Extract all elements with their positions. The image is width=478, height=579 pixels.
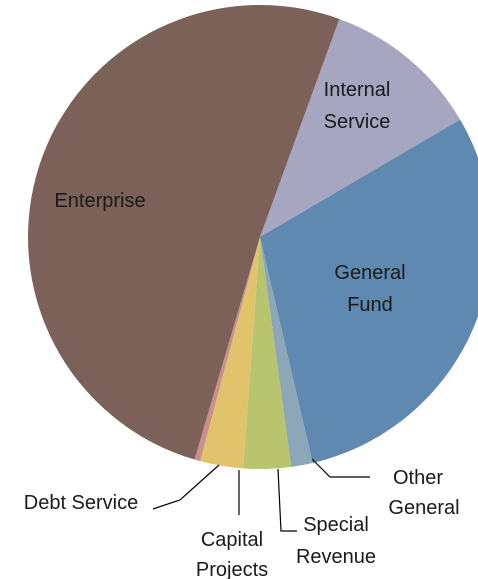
label-special-revenue-line2: Revenue [296,546,376,568]
label-general-fund-line1: General [334,262,405,284]
label-internal-service-line1: Internal [324,79,391,101]
pie-slice-internal-service [260,18,461,237]
label-general-fund-line2: Fund [347,294,393,316]
pie-slice-capital-projects [200,237,260,469]
label-internal-service-line2: Service [324,111,391,133]
pie-slice-general-fund [260,119,478,463]
label-capital-projects-line1: Capital [201,529,263,551]
label-debt-service: Debt Service [24,492,139,514]
pie-slice-enterprise [27,4,340,460]
leader-line-debt-service [152,464,220,510]
pie-slices [27,4,478,470]
leader-line-other-general [311,458,370,478]
leader-line-special-revenue [277,468,297,532]
label-other-general-line2: General [388,497,459,519]
leader-lines [152,458,370,532]
pie-slice-other-general [260,237,313,467]
label-enterprise: Enterprise [54,190,145,212]
label-capital-projects-line2: Projects [196,559,268,579]
label-other-general-line1: Other [393,467,443,489]
label-special-revenue-line1: Special [303,514,369,536]
pie-slice-special-revenue [243,237,292,470]
pie-slice-debt-service [194,237,260,462]
